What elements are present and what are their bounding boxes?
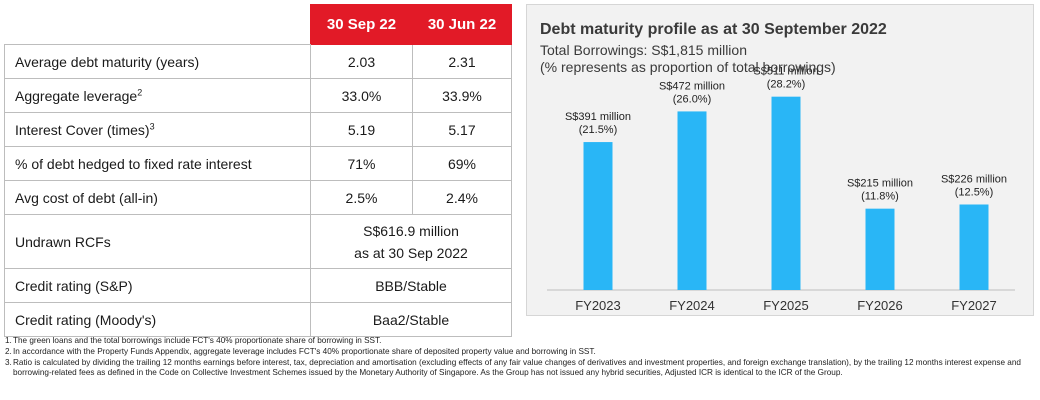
data-label-percent: (11.8%) [861,191,899,203]
chart-subtitle: Total Borrowings: S$1,815 million (% rep… [540,42,836,76]
data-label-value: S$215 million [847,178,913,190]
footnote: 2. In accordance with the Property Funds… [5,347,1030,357]
table-row: Credit rating (Moody's) Baa2/Stable [4,302,512,337]
table-header-col: 30 Jun 22 [412,4,512,45]
chart-subtitle-line: (% represents as proportion of total bor… [540,59,836,75]
footnotes: 1. The green loans and the total borrowi… [5,336,1030,379]
row-label: Interest Cover (times)3 [4,112,311,147]
row-label: Undrawn RCFs [4,214,311,269]
x-tick-label: FY2027 [951,298,997,313]
footnote-text: In accordance with the Property Funds Ap… [13,347,596,356]
row-merged-value: BBB/Stable [310,268,512,303]
x-tick-label: FY2024 [669,298,715,313]
data-label-percent: (21.5%) [579,124,618,136]
table-row: Avg cost of debt (all-in) 2.5% 2.4% [4,180,512,215]
bar [771,96,801,291]
table-row: Aggregate leverage2 33.0% 33.9% [4,78,512,113]
data-label-percent: (26.0%) [673,93,712,105]
row-label: Avg cost of debt (all-in) [4,180,311,215]
footnote-ref: 3 [149,120,155,131]
row-value: 71% [310,146,413,181]
row-label: Average debt maturity (years) [4,44,311,79]
data-label-value: S$511 million [753,66,818,78]
row-value: 33.9% [412,78,512,113]
merged-value-line2: as at 30 Sep 2022 [354,244,468,261]
row-merged-value: Baa2/Stable [310,302,512,337]
bar [865,208,895,290]
bar [677,111,707,290]
footnote-text: Ratio is calculated by dividing the trai… [13,358,1021,377]
row-value: 2.31 [412,44,512,79]
row-value: 5.19 [310,112,413,147]
bar [583,142,613,290]
row-label: Credit rating (Moody's) [4,302,311,337]
table-header-row: 30 Sep 22 30 Jun 22 [4,4,512,45]
footnote: 1. The green loans and the total borrowi… [5,336,1030,346]
row-value: 5.17 [412,112,512,147]
row-value: 2.5% [310,180,413,215]
data-label-value: S$391 million [565,111,631,123]
data-label-percent: (12.5%) [955,186,994,198]
row-label: % of debt hedged to fixed rate interest [4,146,311,181]
bar [959,204,989,290]
table-row: Credit rating (S&P) BBB/Stable [4,268,512,303]
merged-value-line1: S$616.9 million [363,222,459,239]
x-tick-label: FY2023 [575,298,621,313]
footnote-number: 1. [5,336,12,345]
table-row: Interest Cover (times)3 5.19 5.17 [4,112,512,147]
row-value: 69% [412,146,512,181]
x-tick-label: FY2026 [857,298,903,313]
row-label: Aggregate leverage2 [4,78,311,113]
table-row: % of debt hedged to fixed rate interest … [4,146,512,181]
table-row: Average debt maturity (years) 2.03 2.31 [4,44,512,79]
chart-title: Debt maturity profile as at 30 September… [540,21,887,38]
chart-subtitle-line: Total Borrowings: S$1,815 million [540,42,747,58]
row-value: 33.0% [310,78,413,113]
data-label-value: S$472 million [659,80,725,92]
data-label-percent: (28.2%) [767,79,806,91]
row-value: 2.4% [412,180,512,215]
row-merged-value: S$616.9 million as at 30 Sep 2022 [310,214,512,269]
table-header-blank [4,4,311,45]
capital-management-table: 30 Sep 22 30 Jun 22 Average debt maturit… [4,4,512,337]
footnote: 3. Ratio is calculated by dividing the t… [5,358,1030,378]
row-value: 2.03 [310,44,413,79]
x-tick-label: FY2025 [763,298,809,313]
footnote-number: 3. [5,358,12,367]
table-row: Undrawn RCFs S$616.9 million as at 30 Se… [4,214,512,269]
row-label: Credit rating (S&P) [4,268,311,303]
data-label-value: S$226 million [941,173,1007,185]
debt-maturity-chart-panel: S$391 million (21.5%) FY2023 S$472 million(… [526,4,1034,316]
footnote-ref: 2 [137,86,143,97]
footnote-text: The green loans and the total borrowings… [13,336,382,345]
table-header-col: 30 Sep 22 [310,4,413,45]
footnote-number: 2. [5,347,12,356]
